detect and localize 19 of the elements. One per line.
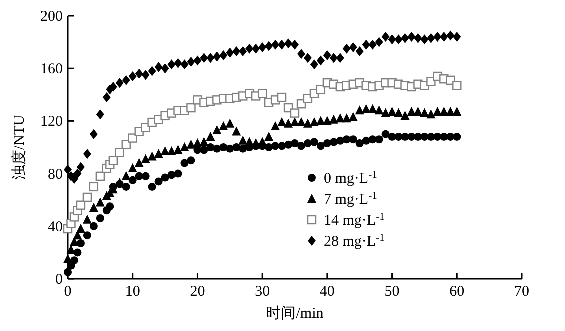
legend-label: 14 mg·L$^{-1}$ <box>324 212 385 229</box>
y-tick-label: 0 <box>56 272 63 288</box>
x-tick-label: 30 <box>255 284 270 300</box>
y-axis-title: 浊度/NTU <box>11 114 28 180</box>
legend-label: 7 mg·L$^{-1}$ <box>324 190 378 208</box>
y-tick-label: 160 <box>40 62 63 78</box>
y-tick-label: 80 <box>48 166 63 183</box>
x-axis-title: 时间/min <box>266 305 324 322</box>
y-tick-label: 120 <box>40 114 63 130</box>
x-tick-label: 50 <box>384 284 400 300</box>
x-tick-label: 60 <box>450 284 465 300</box>
legend-label: 28 mg·L$^{-1}$ <box>324 232 385 250</box>
x-tick-label: 10 <box>125 284 140 300</box>
x-tick-label: 70 <box>514 284 530 300</box>
y-tick-label: 200 <box>40 9 63 25</box>
y-tick-label: 40 <box>48 219 63 236</box>
x-tick-label: 20 <box>190 284 206 300</box>
x-tick-label: 40 <box>320 284 335 300</box>
legend-label: 0 mg·L$^{-1}$ <box>324 170 378 187</box>
